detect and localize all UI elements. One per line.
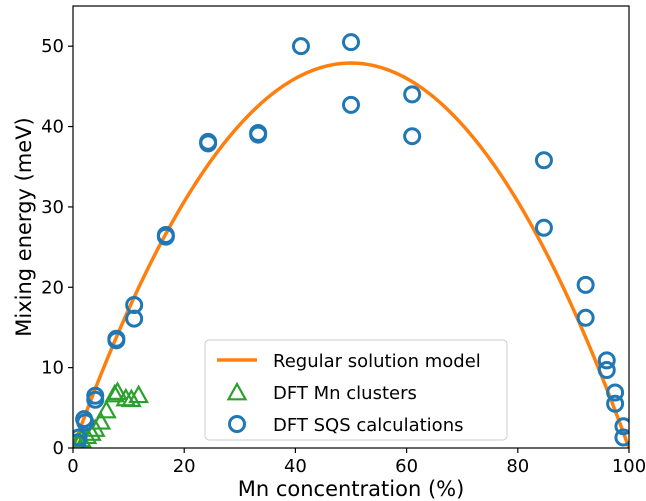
y-tick-label: 0 [53,438,64,459]
data-point-dft-mn-clusters [104,383,126,403]
data-point-dft-sqs-calculations [403,85,422,104]
data-point-dft-sqs-calculations [614,428,629,447]
data-point-dft-sqs-calculations [199,134,218,153]
data-point-dft-sqs-calculations [249,125,268,144]
x-tick-label: 60 [395,456,418,477]
y-tick-label: 30 [41,197,64,218]
data-point-dft-sqs-calculations [86,390,105,409]
data-point-dft-sqs-calculations [291,37,310,56]
data-point-dft-sqs-calculations [534,218,553,237]
plot-frame [72,5,630,449]
data-point-dft-sqs-calculations [125,309,144,328]
legend-box [204,339,508,441]
data-point-dft-mn-clusters [90,411,112,430]
legend: Regular solution model DFT Mn clusters D… [204,339,508,441]
axis-ticks: 0 20 40 60 80 100 0 10 20 30 40 50 [41,36,646,477]
legend-swatch-dft-sqs-calculations [228,415,246,433]
data-point-dft-sqs-calculations [73,428,88,447]
data-point-dft-mn-clusters [128,384,150,404]
series-line-regular-solution-model [73,61,629,448]
data-point-dft-sqs-calculations [342,33,360,52]
data-point-dft-sqs-calculations [156,227,175,246]
data-point-dft-sqs-calculations [76,413,95,432]
x-tick-label: 100 [612,456,646,477]
x-tick-label: 40 [284,456,307,477]
plot-area [73,33,629,448]
data-point-dft-sqs-calculations [606,383,625,402]
y-axis-label: Mixing energy (meV) [12,117,36,337]
data-point-dft-sqs-calculations [597,361,616,380]
legend-label-regular-solution-model: Regular solution model [273,351,481,372]
data-point-dft-sqs-calculations [576,275,595,294]
y-tick-label: 10 [41,358,64,379]
data-point-dft-sqs-calculations [403,127,422,146]
data-point-dft-sqs-calculations [597,351,616,370]
y-tick-label: 20 [41,277,64,298]
data-point-dft-mn-clusters [80,422,102,441]
legend-label-dft-mn-clusters: DFT Mn clusters [273,383,417,404]
data-point-dft-mn-clusters [95,399,117,419]
legend-label-dft-sqs-calculations: DFT SQS calculations [273,415,463,436]
data-point-dft-sqs-calculations [614,417,629,436]
data-point-dft-mn-clusters [120,388,142,408]
data-point-dft-sqs-calculations [342,95,360,114]
data-point-dft-sqs-calculations [606,394,625,413]
x-axis-label: Mn concentration (%) [238,477,465,501]
legend-swatch-dft-mn-clusters [226,381,248,401]
y-tick-label: 40 [41,117,64,138]
y-tick-label: 50 [41,36,64,57]
data-point-dft-sqs-calculations [534,151,553,170]
x-tick-label: 20 [173,456,196,477]
data-point-dft-sqs-calculations [576,308,595,327]
x-tick-label: 0 [67,456,78,477]
data-point-dft-sqs-calculations [107,331,126,350]
data-point-dft-mn-clusters [107,381,128,400]
x-tick-label: 80 [506,456,529,477]
